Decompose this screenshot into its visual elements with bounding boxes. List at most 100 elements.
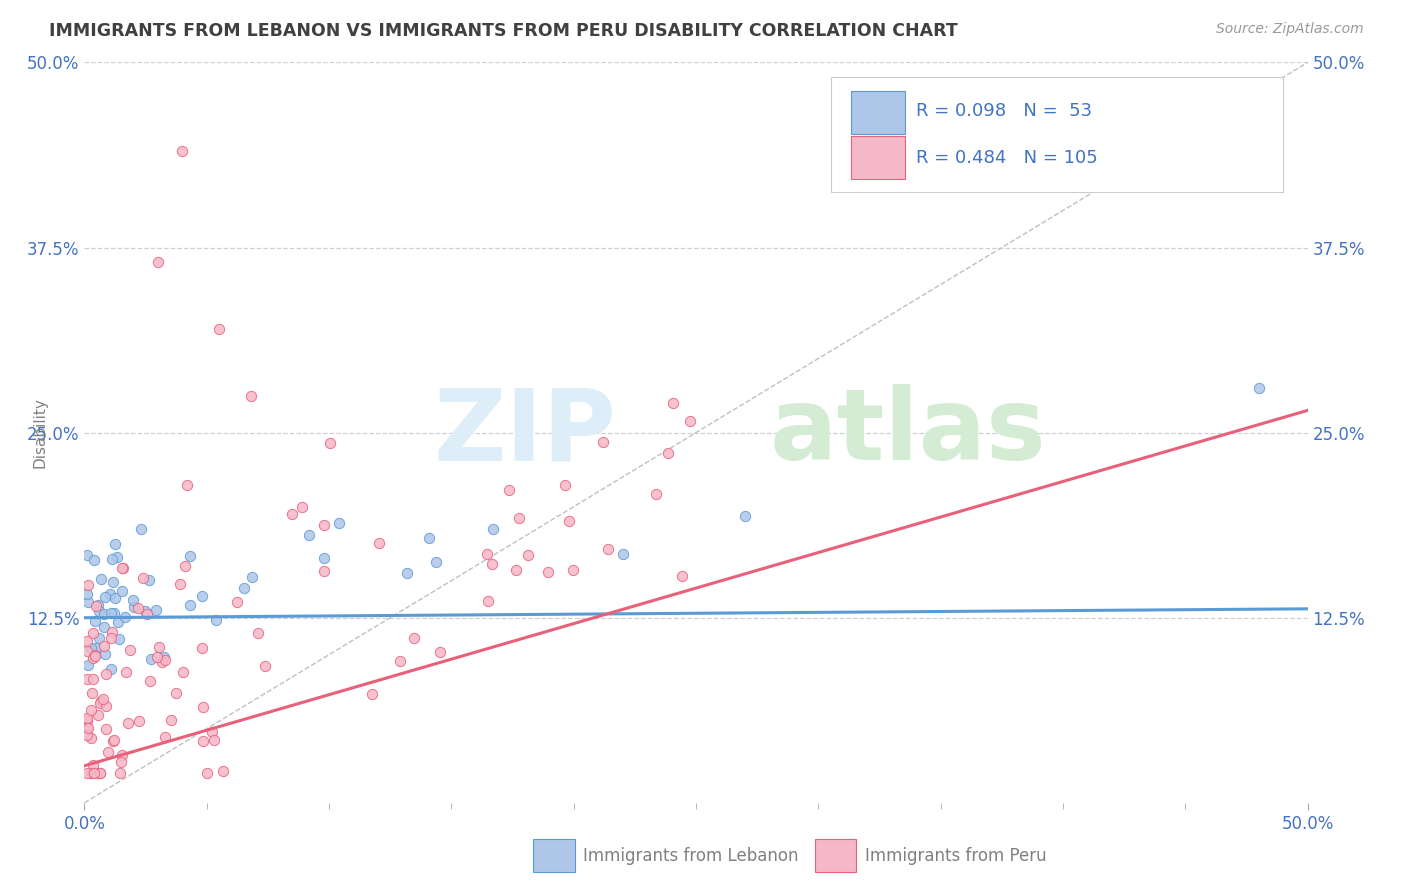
Point xyxy=(90,572,112,586)
Point xyxy=(98,587,121,601)
Point xyxy=(114,610,136,624)
Point xyxy=(429,645,451,659)
Point xyxy=(112,561,135,575)
Point xyxy=(477,594,499,608)
Point xyxy=(138,674,160,689)
Point xyxy=(146,255,169,269)
Point xyxy=(361,687,384,701)
Point xyxy=(76,644,98,658)
Point xyxy=(76,672,98,686)
Point xyxy=(254,658,277,673)
Point xyxy=(153,730,176,744)
Point xyxy=(82,626,104,640)
Text: Immigrants from Peru: Immigrants from Peru xyxy=(865,847,1046,865)
Point xyxy=(242,570,264,584)
Point xyxy=(91,692,114,706)
Point xyxy=(554,478,576,492)
Point xyxy=(89,766,111,780)
Point xyxy=(516,548,538,562)
Point xyxy=(481,558,503,572)
Point xyxy=(328,516,350,531)
FancyBboxPatch shape xyxy=(533,839,575,871)
Point xyxy=(79,640,101,655)
Point xyxy=(312,550,335,565)
Point xyxy=(87,632,110,646)
Point xyxy=(174,558,197,573)
Point xyxy=(94,590,117,604)
Text: ZIP: ZIP xyxy=(433,384,616,481)
Point xyxy=(79,703,101,717)
Text: R = 0.098   N =  53: R = 0.098 N = 53 xyxy=(917,102,1092,120)
Point xyxy=(86,766,108,780)
Point xyxy=(76,578,98,592)
Point xyxy=(87,708,110,723)
Point xyxy=(100,631,122,645)
Point xyxy=(76,714,98,729)
Point xyxy=(94,647,117,661)
Point xyxy=(226,595,249,609)
Point xyxy=(89,697,111,711)
Point xyxy=(105,549,128,564)
Point xyxy=(592,434,614,449)
Point xyxy=(76,711,98,725)
Point xyxy=(128,714,150,729)
Point xyxy=(172,665,194,680)
Point xyxy=(134,604,156,618)
Point xyxy=(148,640,170,654)
Point xyxy=(205,613,228,627)
Point xyxy=(111,561,134,575)
Point xyxy=(418,532,440,546)
FancyBboxPatch shape xyxy=(851,91,905,134)
Point xyxy=(477,548,499,562)
Point xyxy=(319,436,342,450)
FancyBboxPatch shape xyxy=(851,136,905,179)
Point xyxy=(129,522,152,536)
Point xyxy=(100,606,122,620)
Point xyxy=(76,720,98,734)
Point xyxy=(150,656,173,670)
Text: R = 0.484   N = 105: R = 0.484 N = 105 xyxy=(917,149,1098,167)
Point xyxy=(82,686,104,700)
Point xyxy=(96,699,118,714)
Point xyxy=(190,641,212,656)
Point xyxy=(101,552,124,566)
Point xyxy=(679,414,702,428)
Point xyxy=(93,640,115,654)
Text: Immigrants from Lebanon: Immigrants from Lebanon xyxy=(583,847,799,865)
Point xyxy=(233,581,256,595)
Point xyxy=(76,634,98,648)
Point xyxy=(537,566,560,580)
Point xyxy=(172,145,194,159)
Point xyxy=(657,445,679,459)
Point xyxy=(83,648,105,663)
Point xyxy=(103,733,125,747)
Point xyxy=(662,395,685,409)
Text: Source: ZipAtlas.com: Source: ZipAtlas.com xyxy=(1216,22,1364,37)
Point xyxy=(101,575,124,590)
Point xyxy=(176,478,198,492)
Point xyxy=(84,648,107,662)
Point xyxy=(160,713,183,727)
Point xyxy=(195,766,218,780)
Point xyxy=(127,600,149,615)
Point xyxy=(179,598,201,612)
Point xyxy=(82,757,104,772)
Point xyxy=(211,764,233,779)
Point xyxy=(111,584,134,599)
Point xyxy=(80,766,103,780)
Point xyxy=(101,734,124,748)
Point xyxy=(505,563,527,577)
Point xyxy=(281,507,304,521)
Point xyxy=(103,606,125,620)
Point xyxy=(481,522,503,536)
FancyBboxPatch shape xyxy=(814,839,856,871)
Point xyxy=(93,620,115,634)
Point xyxy=(94,723,117,737)
Point xyxy=(191,733,214,747)
Point xyxy=(498,483,520,497)
Point xyxy=(76,586,98,600)
Point xyxy=(80,731,103,745)
Point xyxy=(201,724,224,739)
Point xyxy=(107,615,129,630)
Point xyxy=(165,686,187,700)
